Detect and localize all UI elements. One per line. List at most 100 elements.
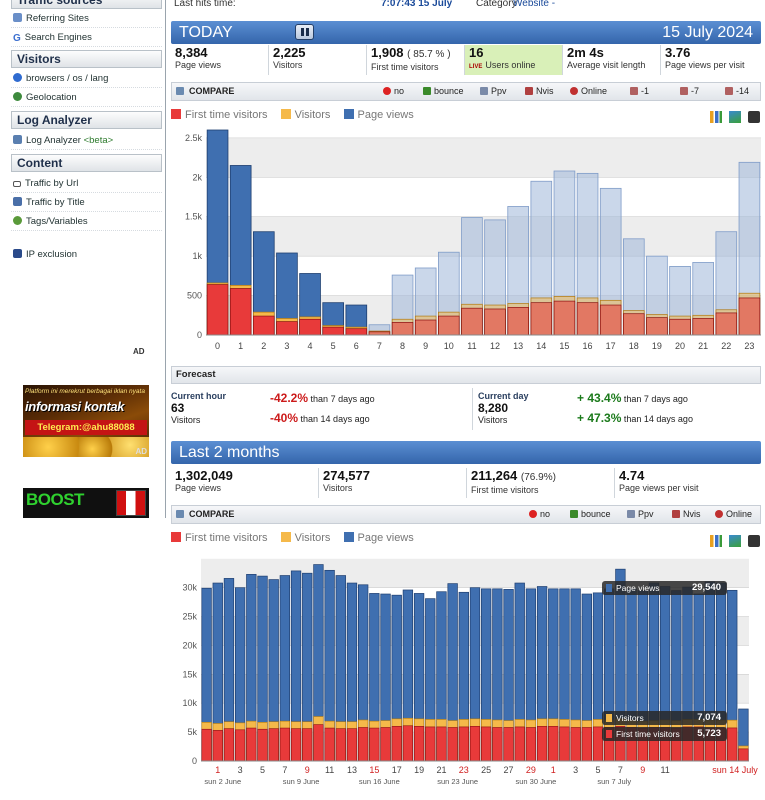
today-title: TODAY xyxy=(179,24,233,41)
bar-first-time xyxy=(358,727,369,762)
flag-image xyxy=(116,490,146,516)
x-week-label: sun 30 June xyxy=(515,777,556,786)
compare-ppv[interactable]: Ppv xyxy=(480,83,507,100)
bar-first-time xyxy=(669,318,691,336)
compare2-nvis[interactable]: Nvis xyxy=(672,506,701,523)
x-week-label: sun 7 July xyxy=(597,777,631,786)
compare2-no[interactable]: no xyxy=(529,506,550,523)
sidebar-item-log-analyzer[interactable]: Log Analyzer <beta> xyxy=(11,131,162,150)
x-tick-label: 13 xyxy=(513,341,523,351)
bar-first-time xyxy=(492,727,503,762)
bar-first-time xyxy=(313,724,324,762)
bar-first-time xyxy=(369,727,380,762)
compare2-bounce[interactable]: bounce xyxy=(570,506,611,523)
x-tick-label: 5 xyxy=(260,765,265,775)
top-info: Last hits time: 7:07:43 15 July Category… xyxy=(166,0,765,12)
tag-icon xyxy=(13,216,22,225)
compare-online[interactable]: Online xyxy=(570,83,607,100)
forecast-divider xyxy=(472,388,473,430)
compare-no[interactable]: no xyxy=(383,83,404,100)
ad-banner-telegram[interactable]: Platform ini merekrut berbagai iklan nya… xyxy=(23,385,149,457)
x-tick-label: 9 xyxy=(423,341,428,351)
stat-users-online[interactable]: 16 LIVE Users online xyxy=(465,45,563,75)
legend-page-views[interactable]: Page views xyxy=(343,109,414,121)
bar-first-time xyxy=(391,322,414,336)
bar-first-time xyxy=(268,728,279,762)
bar-first-time xyxy=(646,317,668,336)
y-tick-label: 10k xyxy=(182,698,197,708)
compare-nvis[interactable]: Nvis xyxy=(525,83,554,100)
months-first-time: 211,264 (76.9%) First time visitors xyxy=(467,468,615,498)
bar-first-time xyxy=(324,727,335,762)
x-tick-label: 12 xyxy=(490,341,500,351)
x-tick-label: 18 xyxy=(629,341,639,351)
ad-label: AD xyxy=(133,347,145,356)
sidebar-item-geolocation[interactable]: Geolocation xyxy=(11,88,162,107)
camera-icon[interactable] xyxy=(748,111,760,123)
bar-chart-icon[interactable] xyxy=(710,111,722,123)
link-icon xyxy=(13,181,21,187)
sidebar-item-ip-exclusion[interactable]: IP exclusion xyxy=(11,245,162,264)
legend2-visitors[interactable]: Visitors xyxy=(280,532,330,544)
y-tick-label: 0 xyxy=(197,330,202,340)
compare2-ppv[interactable]: Ppv xyxy=(627,506,654,523)
bar-first-time xyxy=(290,728,302,762)
x-tick-label: 27 xyxy=(504,765,514,775)
forecast-day-change-7: + 43.4% than 7 days ago xyxy=(577,391,688,405)
area-chart-icon-2[interactable] xyxy=(729,535,741,547)
bar-first-time xyxy=(438,315,460,336)
sidebar-item-referring-sites[interactable]: Referring Sites xyxy=(11,9,162,28)
x-tick-label: sun 14 July xyxy=(712,765,758,775)
sidebar-item-tags[interactable]: Tags/Variables xyxy=(11,212,162,231)
sidebar-item-search-engines[interactable]: G Search Engines xyxy=(11,28,162,47)
legend-visitors[interactable]: Visitors xyxy=(280,109,330,121)
legend2-first-time[interactable]: First time visitors xyxy=(171,532,268,544)
pause-button[interactable] xyxy=(295,24,314,40)
compare2-online[interactable]: Online xyxy=(715,506,752,523)
compare-minus14[interactable]: -14 xyxy=(725,83,749,100)
x-tick-label: 20 xyxy=(675,341,685,351)
compare-bounce[interactable]: bounce xyxy=(423,83,464,100)
grid-band xyxy=(206,295,761,335)
bar-first-time xyxy=(530,302,553,336)
sidebar-item-traffic-title[interactable]: Traffic by Title xyxy=(11,193,162,212)
bar-first-time xyxy=(525,727,537,762)
referrer-icon xyxy=(13,13,22,22)
main-panel: Last hits time: 7:07:43 15 July Category… xyxy=(166,0,765,800)
tooltip-page-views: Page views 29,540 xyxy=(602,581,727,595)
bar-first-time xyxy=(380,727,391,762)
globe-icon xyxy=(13,92,22,101)
legend2-page-views[interactable]: Page views xyxy=(343,532,414,544)
bar-chart-icon-2[interactable] xyxy=(710,535,722,547)
live-icon: LIVE xyxy=(469,64,483,70)
ad-banner-boost[interactable]: BOOST xyxy=(23,488,149,518)
bar-first-time xyxy=(581,727,592,762)
banner-line3: Telegram:@ahu88088 xyxy=(25,420,147,435)
bar-first-time xyxy=(481,726,492,762)
bar-first-time xyxy=(715,312,738,336)
x-tick-label: 15 xyxy=(369,765,379,775)
category-link[interactable]: Website - xyxy=(513,0,556,9)
months-page-views: 1,302,049 Page views xyxy=(171,468,319,498)
camera-icon-2[interactable] xyxy=(748,535,760,547)
bar-first-time xyxy=(322,326,344,336)
bar-first-time xyxy=(692,318,714,336)
x-tick-label: 4 xyxy=(308,341,313,351)
bar-first-time xyxy=(425,726,436,762)
y-tick-label: 2.5k xyxy=(185,133,203,143)
bar-first-time xyxy=(738,297,761,336)
legend-first-time[interactable]: First time visitors xyxy=(171,109,268,121)
compare-minus1[interactable]: -1 xyxy=(630,83,649,100)
bar-first-time xyxy=(235,729,246,762)
log-icon xyxy=(13,135,22,144)
x-tick-label: 19 xyxy=(652,341,662,351)
info-icon xyxy=(13,73,22,82)
sidebar-item-browsers[interactable]: browsers / os / lang xyxy=(11,69,162,88)
x-tick-label: 29 xyxy=(526,765,536,775)
sidebar-item-traffic-url[interactable]: Traffic by Url xyxy=(11,174,162,193)
compare-minus7[interactable]: -7 xyxy=(680,83,699,100)
area-chart-icon[interactable] xyxy=(729,111,741,123)
bar-first-time xyxy=(570,727,581,762)
x-week-label: sun 9 June xyxy=(283,777,320,786)
